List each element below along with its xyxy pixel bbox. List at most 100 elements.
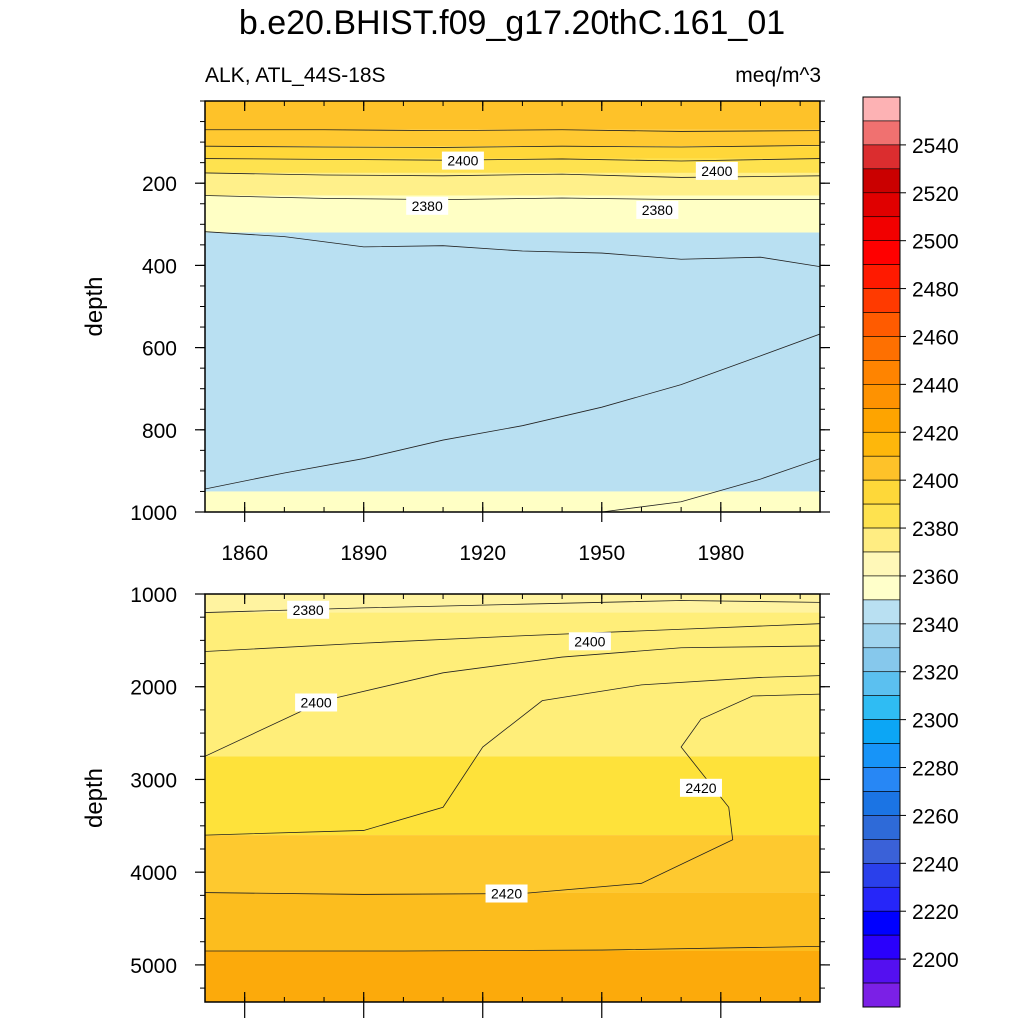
variable-region-label: ALK, ATL_44S-18S xyxy=(205,64,386,87)
colorbar-swatch xyxy=(862,575,901,601)
x-tick-label: 1920 xyxy=(459,542,506,565)
colorbar-swatch xyxy=(862,503,901,529)
contour-label-text: 2400 xyxy=(447,153,478,169)
colorbar-label: 2440 xyxy=(912,374,959,397)
contour-label-bg xyxy=(406,196,449,215)
contour-fill-band xyxy=(205,101,820,130)
colorbar-swatch xyxy=(862,216,901,241)
contour-fill-band xyxy=(205,232,820,492)
x-tick-label: 1950 xyxy=(578,542,625,565)
contour-line xyxy=(205,693,820,895)
colorbar-swatch xyxy=(862,886,901,912)
y-tick-label: 800 xyxy=(142,420,177,443)
colorbar-label: 2480 xyxy=(912,279,959,302)
y-tick-label: 1000 xyxy=(130,502,177,525)
colorbar-label: 2340 xyxy=(912,614,959,637)
y-tick-label: 200 xyxy=(142,173,177,196)
contour-line xyxy=(205,195,820,201)
colorbar-swatch xyxy=(862,408,901,433)
contour-line xyxy=(205,231,820,268)
colorbar-swatch xyxy=(862,192,901,218)
colorbar-swatch xyxy=(862,168,901,194)
x-tick-label: 1860 xyxy=(221,542,268,565)
colorbar-swatch xyxy=(862,551,901,577)
colorbar-swatch xyxy=(862,120,901,146)
contour-label-bg xyxy=(695,161,738,180)
contour-line xyxy=(205,129,820,132)
y-tick-label: 5000 xyxy=(130,955,177,978)
y-tick-label: 600 xyxy=(142,338,177,361)
contour-fill-band xyxy=(205,195,820,233)
contour-label: 2400 xyxy=(568,632,611,651)
contour-label-text: 2400 xyxy=(701,163,732,179)
plot-frame xyxy=(204,593,821,1003)
contour-fill-band xyxy=(205,146,820,159)
contour-label-text: 2380 xyxy=(642,202,673,218)
contour-line xyxy=(205,945,820,952)
contour-label-bg xyxy=(295,693,338,712)
colorbar-swatch xyxy=(862,336,901,361)
colorbar-swatch xyxy=(862,527,901,553)
contour-fill-band xyxy=(205,835,820,893)
contour-label: 2420 xyxy=(679,778,722,797)
colorbar-label: 2380 xyxy=(912,518,959,541)
contour-fill-band xyxy=(205,951,820,1002)
contour-fill-band xyxy=(205,172,820,196)
y-axis-label: depth xyxy=(81,276,108,336)
contour-label-bg xyxy=(287,600,330,619)
y-tick-label: 1000 xyxy=(130,584,177,607)
plot-area xyxy=(205,594,820,1002)
colorbar-swatch xyxy=(862,791,901,816)
contour-line xyxy=(205,675,820,836)
contour-label-text: 2420 xyxy=(491,886,522,902)
colorbar-swatch xyxy=(862,240,901,265)
contour-label: 2400 xyxy=(441,151,484,170)
contour-label: 2400 xyxy=(695,161,738,180)
colorbar-label: 2280 xyxy=(912,758,959,781)
colorbar: 2540 2520 2500 2480 2460 2440 2420 2400 2380 2360… xyxy=(862,96,959,1008)
colorbar-label: 2260 xyxy=(912,805,959,828)
colorbar-swatch xyxy=(862,623,901,649)
contour-line xyxy=(205,144,820,148)
lower-panel: 1000 2000 3000 4000 5000 depth 2380 2400 2400 242… xyxy=(81,584,830,1018)
contour-fill-band xyxy=(205,491,820,512)
colorbar-swatch xyxy=(862,839,901,864)
colorbar-swatch xyxy=(862,815,901,840)
colorbar-swatch xyxy=(862,455,901,481)
contour-label-bg xyxy=(679,778,722,797)
contour-label: 2400 xyxy=(295,693,338,712)
contour-line xyxy=(205,333,820,490)
contour-label-bg xyxy=(636,200,679,219)
plot-area xyxy=(205,101,820,512)
colorbar-swatch xyxy=(862,719,901,744)
y-tick-label: 3000 xyxy=(130,769,177,792)
colorbar-swatch xyxy=(862,958,901,984)
colorbar-swatch xyxy=(862,360,901,385)
chart-title: b.e20.BHIST.f09_g17.20thC.161_01 xyxy=(238,4,786,42)
upper-panel: 1860 1890 1920 1950 1980 200 400 600 800 1000 dept… xyxy=(81,100,830,565)
colorbar-frame xyxy=(862,96,901,1008)
contour-label: 2420 xyxy=(485,884,528,903)
colorbar-swatch xyxy=(862,910,901,936)
contour-label-bg xyxy=(568,632,611,651)
contour-line xyxy=(205,623,820,652)
colorbar-swatch xyxy=(862,647,901,673)
contour-label-text: 2380 xyxy=(293,602,324,618)
x-tick-label: 1980 xyxy=(697,542,744,565)
y-axis-label: depth xyxy=(81,768,108,828)
colorbar-swatch xyxy=(862,264,901,289)
colorbar-swatch xyxy=(862,312,901,337)
contour-fill-band xyxy=(205,756,820,836)
contour-fill-band xyxy=(205,158,820,173)
colorbar-swatch xyxy=(862,671,901,696)
colorbar-label: 2320 xyxy=(912,662,959,685)
colorbar-swatch xyxy=(862,934,901,960)
y-tick-label: 400 xyxy=(142,255,177,278)
contour-label-bg xyxy=(441,151,484,170)
contour-label: 2380 xyxy=(406,196,449,215)
contour-line xyxy=(205,158,820,162)
colorbar-label: 2540 xyxy=(912,135,959,158)
colorbar-label: 2200 xyxy=(912,949,959,972)
colorbar-swatch xyxy=(862,144,901,170)
colorbar-label: 2300 xyxy=(912,710,959,733)
